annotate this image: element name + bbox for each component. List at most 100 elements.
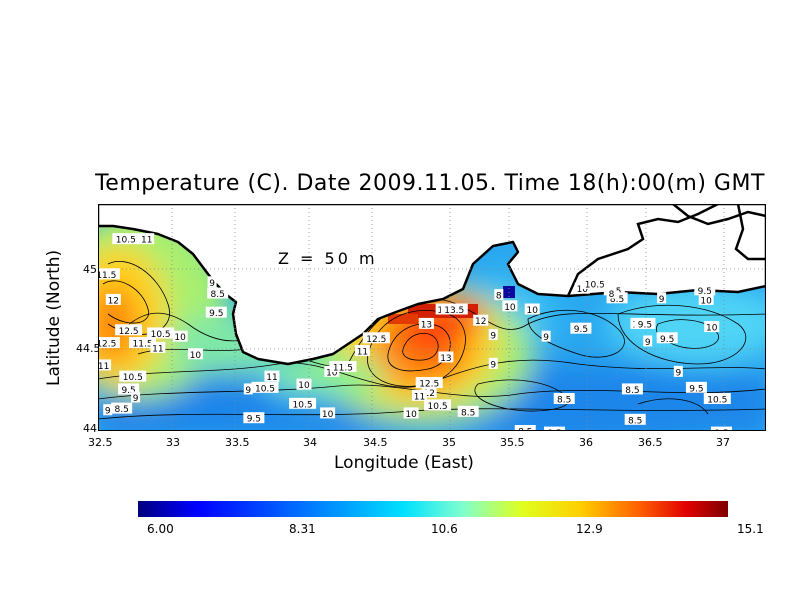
crimea-land: [98, 204, 766, 366]
svg-text:10: 10: [326, 368, 338, 378]
svg-text:11.5: 11.5: [333, 364, 353, 374]
depth-label: Z = 50 m: [278, 249, 378, 268]
svg-text:10: 10: [526, 306, 538, 316]
svg-text:10: 10: [298, 381, 310, 391]
svg-text:8: 8: [609, 290, 615, 300]
contour-label: 11: [139, 233, 155, 246]
contour-label: 10.5: [703, 393, 731, 406]
contour-label: 10.5: [581, 277, 609, 290]
x-tick-label: 34.5: [363, 436, 388, 449]
contour-label: 13.5: [440, 303, 468, 316]
svg-text:8.5: 8.5: [211, 290, 225, 300]
svg-text:12: 12: [475, 317, 486, 327]
plot-frame: [98, 204, 766, 431]
contour-label: 9: [243, 383, 253, 396]
svg-text:9: 9: [675, 368, 681, 378]
svg-text:9.5: 9.5: [660, 335, 674, 345]
y-tick-label: 45: [83, 263, 97, 276]
contour-label: 8.5: [621, 383, 643, 396]
svg-text:9: 9: [645, 338, 651, 348]
colorbar-tick: 15.1: [737, 522, 764, 536]
svg-text:9: 9: [245, 386, 251, 396]
svg-text:12.5: 12.5: [98, 340, 116, 350]
svg-text:11: 11: [98, 362, 109, 372]
svg-text:9.5: 9.5: [209, 309, 223, 319]
svg-text:10.5: 10.5: [707, 396, 727, 406]
svg-text:10.5: 10.5: [151, 330, 171, 340]
contour-label: 8.5: [111, 402, 133, 415]
contour-label: 10: [296, 378, 312, 391]
svg-text:10: 10: [190, 351, 202, 361]
contour-label: 11: [354, 345, 370, 358]
contour-label: 8.5: [514, 425, 536, 431]
contour-label: 9: [488, 357, 498, 370]
svg-text:8.5: 8.5: [461, 408, 475, 418]
contour-label: 9: [673, 365, 683, 378]
contour-label: 9.5: [118, 383, 140, 396]
svg-text:8.5: 8.5: [610, 295, 624, 305]
contour-label: 9: [131, 391, 141, 404]
contour-label: 10.5: [289, 397, 317, 410]
svg-text:10.5: 10.5: [293, 400, 313, 410]
svg-text:13.5: 13.5: [444, 306, 464, 316]
warm-patch: [388, 314, 418, 324]
y-tick-label: 44: [83, 422, 97, 435]
svg-text:8: 8: [496, 292, 502, 302]
svg-text:12.5: 12.5: [419, 380, 439, 390]
contour-label: 9: [207, 276, 217, 289]
contour-label: 12.5: [415, 377, 443, 390]
contour-label: 9.5: [685, 381, 707, 394]
contour-label: 12.5: [115, 324, 143, 337]
svg-text:8.5: 8.5: [628, 416, 642, 426]
contour-label: 11: [150, 341, 166, 354]
contour-label: 12: [105, 293, 121, 306]
taman-coast: [566, 204, 719, 297]
contour-label: 10: [187, 348, 203, 361]
svg-text:9: 9: [659, 295, 665, 305]
contour-label: 8: [494, 289, 504, 302]
contour-label: 9: [657, 292, 667, 305]
x-tick-label: 33: [166, 436, 180, 449]
svg-text:11.5: 11.5: [133, 340, 153, 350]
svg-text:11: 11: [141, 236, 152, 246]
svg-text:11: 11: [414, 392, 425, 402]
svg-text:10.5: 10.5: [123, 373, 143, 383]
contour-label: 10.5: [112, 233, 140, 246]
contour-label: 13: [438, 351, 454, 364]
svg-text:9: 9: [490, 332, 496, 342]
svg-text:11.5: 11.5: [98, 271, 116, 281]
contour-label: 10: [403, 407, 419, 420]
colorbar-tick: 12.9: [576, 522, 603, 536]
svg-text:11: 11: [357, 348, 368, 358]
svg-text:9.5: 9.5: [247, 415, 261, 425]
x-tick-label: 37: [716, 436, 730, 449]
contour-label: 11.5: [329, 361, 357, 374]
svg-text:8.5: 8.5: [114, 405, 128, 415]
svg-text:10.5: 10.5: [428, 402, 448, 412]
contour-label: 8.5: [457, 405, 479, 418]
map-title: Temperature (C). Date 2009.11.05. Time 1…: [95, 171, 765, 196]
colorbar: [138, 501, 728, 517]
svg-text:9: 9: [543, 333, 549, 343]
contour-label: 9: [488, 329, 498, 342]
contour-label: 12: [421, 386, 437, 399]
x-tick-label: 36.5: [638, 436, 663, 449]
contour-label: 10.5: [424, 399, 452, 412]
colorbar-tick: 8.31: [289, 522, 316, 536]
contour-label: 9.5: [570, 322, 592, 335]
contour-label: 9: [643, 335, 653, 348]
svg-text:8.5: 8.5: [625, 386, 639, 396]
svg-text:10.5: 10.5: [255, 384, 275, 394]
azov-shore: [734, 204, 766, 261]
svg-text:9: 9: [490, 360, 496, 370]
svg-text:12.5: 12.5: [119, 327, 139, 337]
contour-label: 11.5: [129, 337, 157, 350]
svg-text:10: 10: [405, 410, 417, 420]
contour-label: 10.5: [119, 370, 147, 383]
svg-text:8.5: 8.5: [557, 396, 571, 406]
contour-label: 12: [473, 314, 489, 327]
contour-label: 11.5: [98, 268, 120, 281]
contour-label: 13: [418, 317, 434, 330]
